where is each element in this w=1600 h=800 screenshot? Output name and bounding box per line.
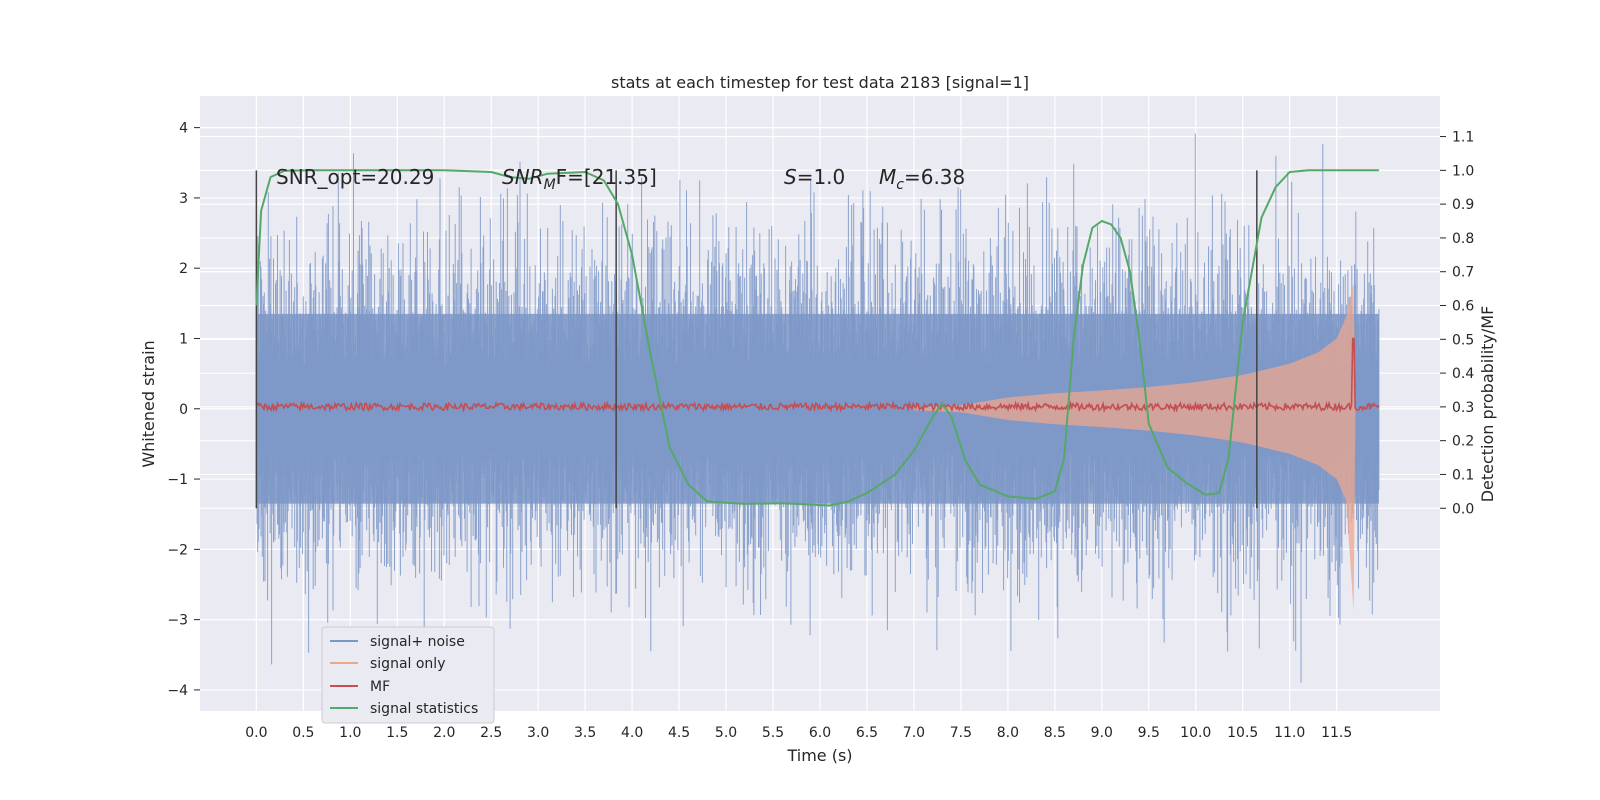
annotation-mc: Mc=6.38 [879,165,965,193]
y2-tick-label: 0.8 [1452,231,1474,247]
legend-label-signal-only: signal only [370,656,445,672]
legend-label-signal-statistics: signal statistics [370,701,478,717]
x-tick-label: 3.0 [527,725,549,741]
y-tick-label: −2 [167,542,188,558]
s-symbol: S [784,165,797,189]
series-signal-only [913,282,1356,612]
vertical-lines [255,170,1258,509]
x-axis-ticks: 0.0 0.5 1.0 1.5 2.0 2.5 3.0 3.5 4.0 4.5 5.0 5.5 6.0 6… [245,725,1352,741]
y2-tick-label: 0.4 [1452,366,1474,382]
chart-title: stats at each timestep for test data 218… [611,73,1029,92]
x-tick-label: 10.5 [1227,725,1258,741]
x-tick-label: 9.0 [1091,725,1113,741]
y-axis-label: Whitened strain [139,340,158,467]
y-tick-label: −4 [167,683,188,699]
y2-tick-label: 0.5 [1452,332,1474,348]
y2-tick-label: 1.0 [1452,163,1474,179]
x-tick-label: 4.5 [668,725,690,741]
x-tick-label: 4.0 [621,725,643,741]
x-tick-label: 2.0 [433,725,455,741]
x-tick-label: 1.5 [386,725,408,741]
x-tick-label: 11.0 [1274,725,1305,741]
x-tick-label: 8.0 [997,725,1019,741]
signal-only-envelope [913,282,1356,612]
mf-line [255,337,1380,414]
y-tick-label: 1 [179,331,188,347]
legend: signal+ noise signal only MF signal stat… [321,626,495,724]
y-tick-label: 4 [179,121,188,137]
x-tick-label: 10.0 [1180,725,1211,741]
x-tick-label: 9.5 [1138,725,1160,741]
x-tick-label: 0.5 [292,725,314,741]
y2-tick-label: 0.2 [1452,434,1474,450]
y2-axis-label: Detection probability/MF [1478,306,1497,503]
legend-box [321,626,495,724]
y2-tick-label: 0.7 [1452,265,1474,281]
mc-symbol: M [879,165,896,189]
snr-mf-subscript: M [544,177,556,193]
x-tick-label: 0.0 [245,725,267,741]
series-signal-statistics [255,169,1379,507]
x-tick-label: 7.5 [950,725,972,741]
x-tick-label: 5.5 [762,725,784,741]
y-tick-label: −1 [167,472,188,488]
x-tick-label: 6.5 [856,725,878,741]
x-tick-label: 8.5 [1044,725,1066,741]
annotation-snr-opt: SNR_opt=20.29 [276,165,434,189]
y2-tick-label: 0.6 [1452,299,1474,315]
annotation-snr-mf: SNRMF=[21.35] [502,165,657,193]
y-tick-label: −3 [167,613,188,629]
signal-statistics-line [255,169,1379,507]
x-tick-label: 1.0 [339,725,361,741]
y-tick-label: 3 [179,191,188,207]
x-tick-label: 6.0 [809,725,831,741]
y2-axis-ticks: 1.1 1.0 0.9 0.8 0.7 0.6 0.5 0.4 0.3 0.2 0.1 0.0 [1440,130,1474,517]
y2-tick-label: 0.1 [1452,467,1474,483]
x-tick-label: 7.0 [903,725,925,741]
y2-tick-label: 1.1 [1452,130,1474,146]
y2-tick-label: 0.9 [1452,197,1474,213]
x-axis-label: Time (s) [786,746,852,765]
mc-subscript: c [896,177,904,193]
x-tick-label: 3.5 [574,725,596,741]
y-tick-label: 0 [179,402,188,418]
snr-mf-symbol: SNR [502,165,544,189]
y-tick-label: 2 [179,261,188,277]
annotation-s: S=1.0 [784,165,845,189]
series-mf [255,337,1380,414]
x-tick-label: 5.0 [715,725,737,741]
x-tick-label: 11.5 [1321,725,1352,741]
s-value: =1.0 [797,165,846,189]
snr-mf-value: F=[21.35] [556,165,657,189]
mc-value: =6.38 [904,165,965,189]
y-axis-ticks: 4 3 2 1 0 −1 −2 −3 −4 [167,121,200,699]
x-tick-label: 2.5 [480,725,502,741]
y2-tick-label: 0.0 [1452,501,1474,517]
y2-tick-label: 0.3 [1452,400,1474,416]
legend-label-signal-noise: signal+ noise [370,634,465,650]
legend-label-mf: MF [370,679,390,695]
